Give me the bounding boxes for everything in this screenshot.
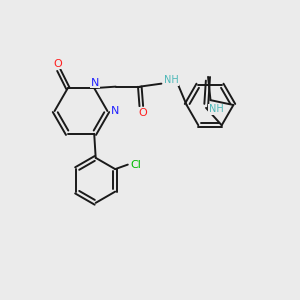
- Text: NH: NH: [208, 104, 223, 114]
- Text: Cl: Cl: [130, 160, 141, 170]
- Text: N: N: [111, 106, 119, 116]
- Text: NH: NH: [164, 75, 178, 85]
- Text: O: O: [138, 108, 147, 118]
- Text: N: N: [91, 78, 99, 88]
- Text: O: O: [53, 58, 62, 68]
